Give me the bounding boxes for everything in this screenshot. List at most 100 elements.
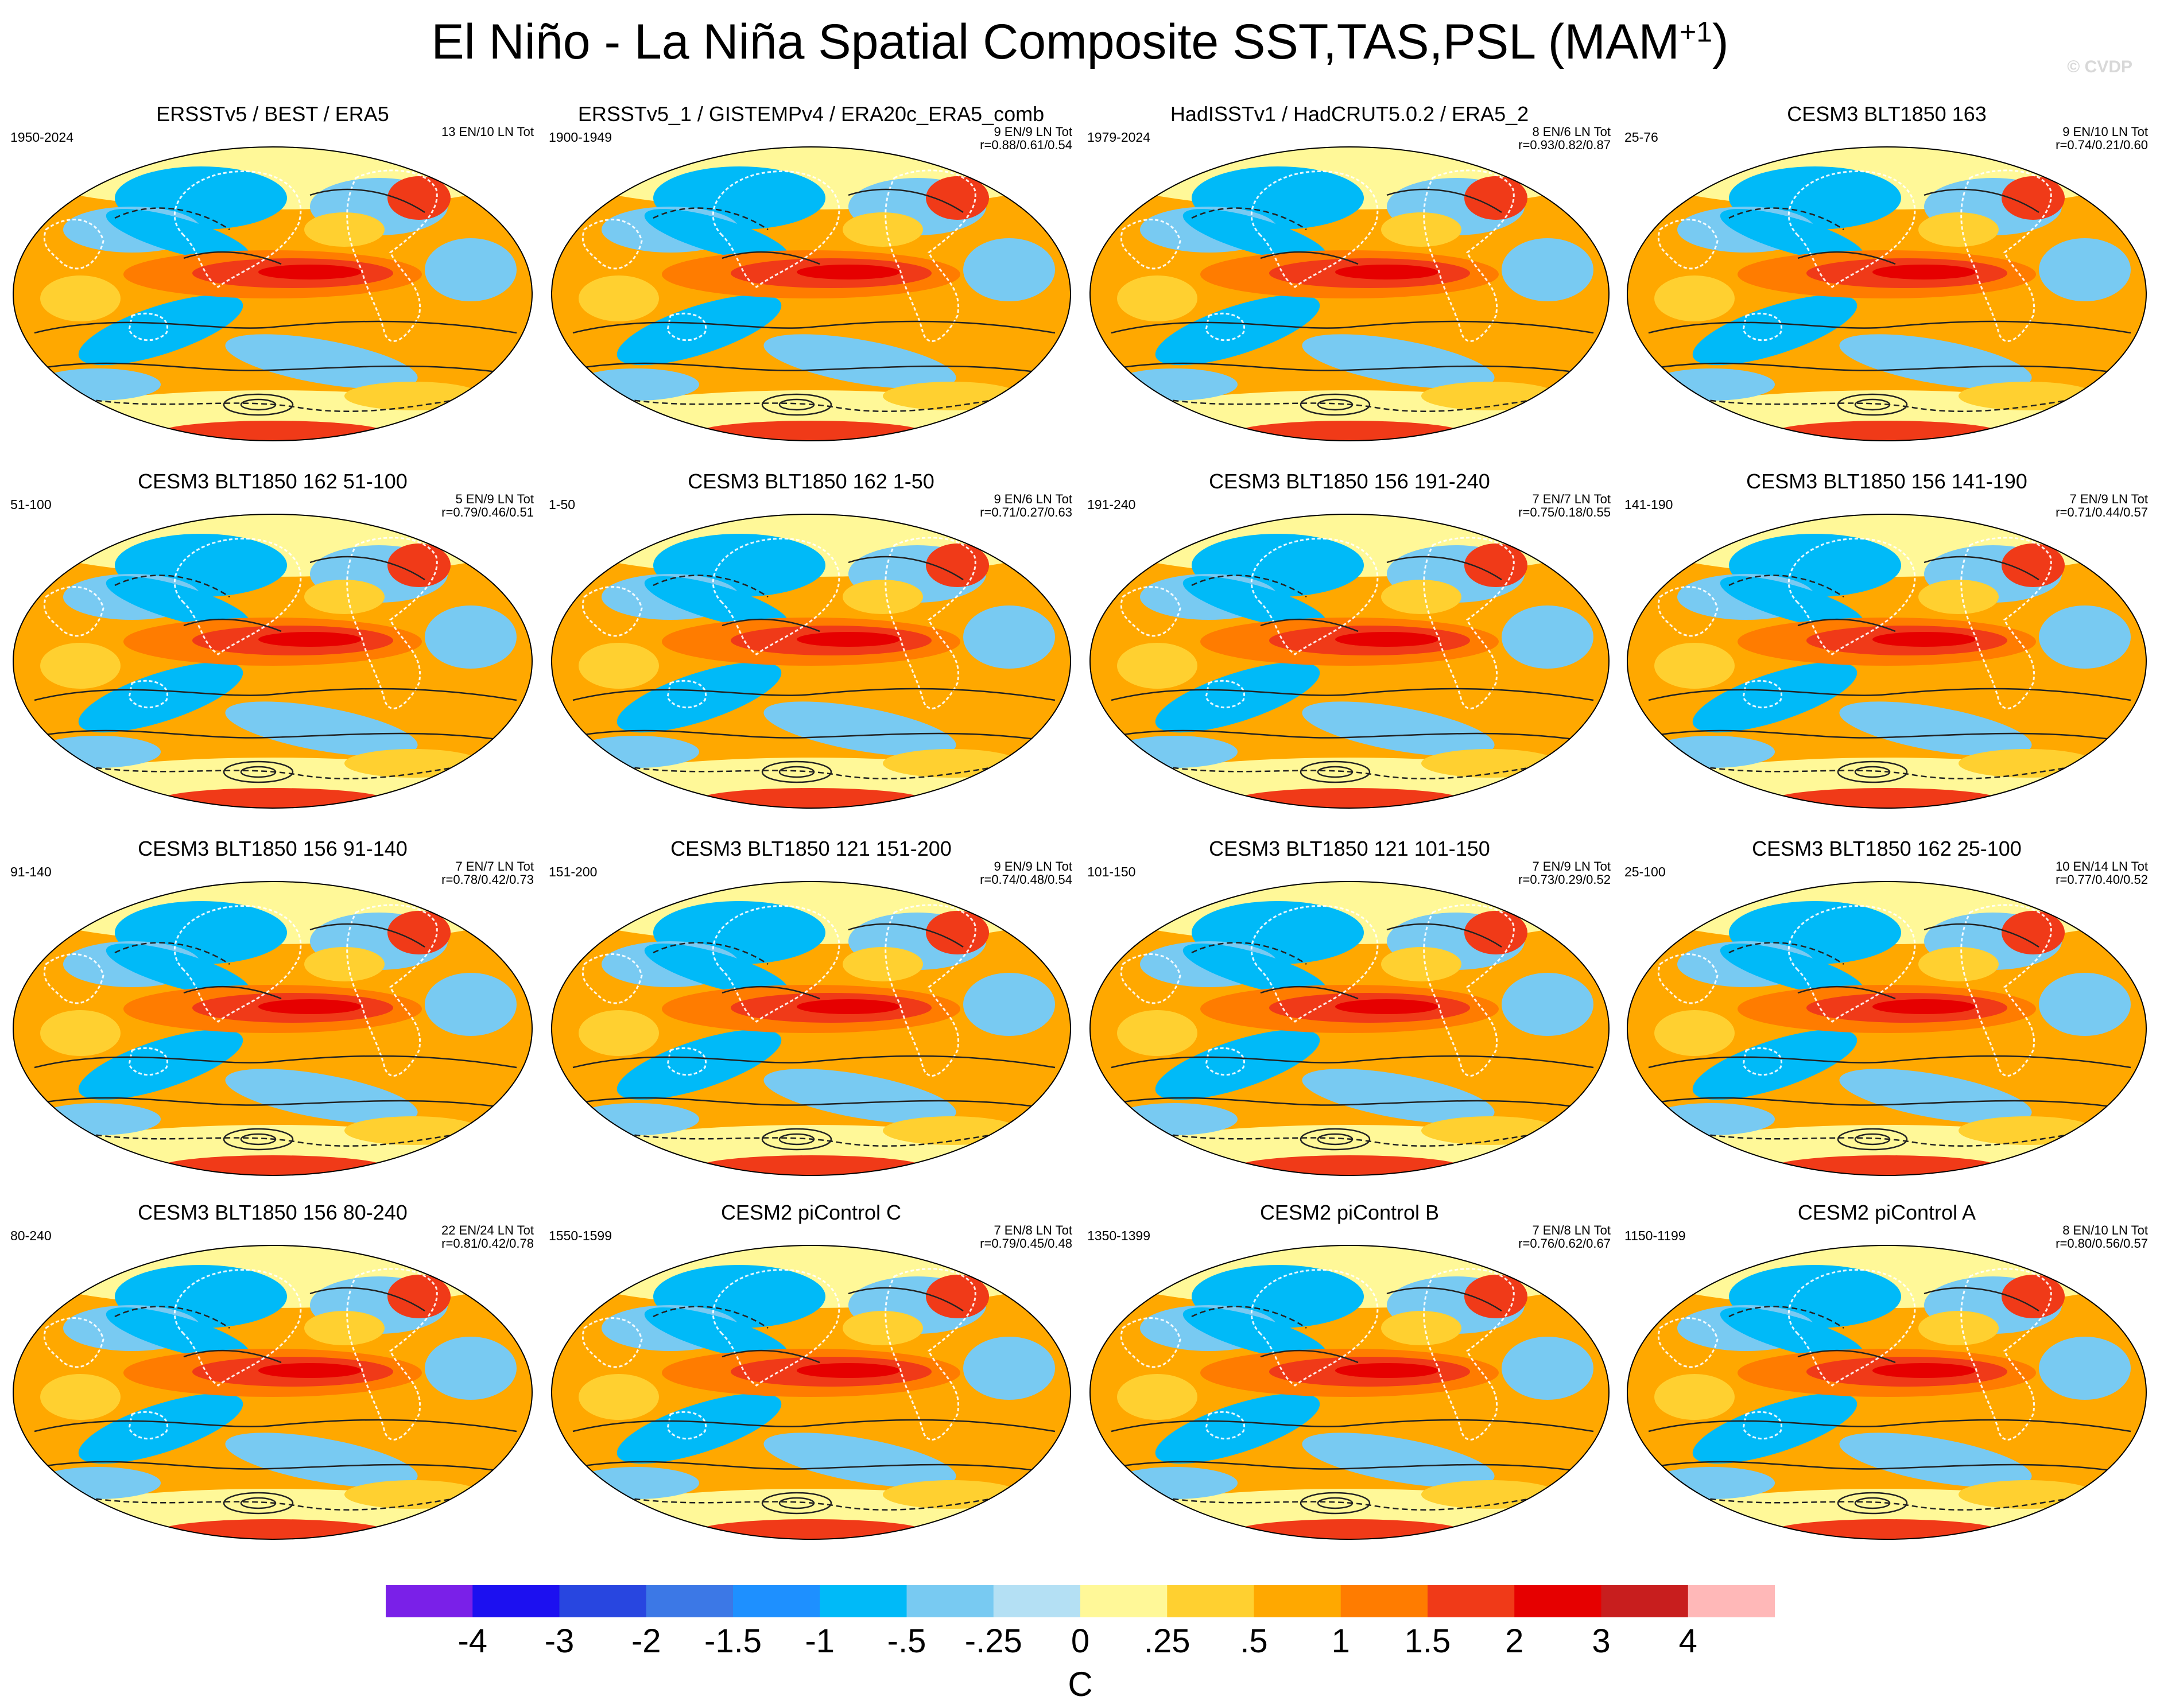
- figure-title: El Niño - La Niña Spatial Composite SST,…: [0, 17, 2160, 67]
- panel-counts-text: 8 EN/10 LN Tot: [2062, 1223, 2148, 1237]
- panel-counts-text: 13 EN/10 LN Tot: [441, 125, 534, 139]
- sst-composite-map: [551, 881, 1071, 1176]
- panel-map-wrapper: [1088, 1242, 1611, 1543]
- panel-event-counts: 7 EN/9 LN Tot r=0.73/0.29/0.52: [1518, 860, 1611, 886]
- panel-years: 1150-1199: [1624, 1228, 1686, 1243]
- panel-title: CESM3 BLT1850 162 25-100: [1752, 837, 2022, 860]
- panel-title: CESM3 BLT1850 156 191-240: [1209, 469, 1490, 493]
- sst-composite-map: [13, 1245, 533, 1540]
- colorbar-segment: [906, 1585, 994, 1617]
- sst-composite-map: [551, 514, 1071, 809]
- sst-composite-map: [1089, 1245, 1610, 1540]
- colorbar-tick-label: 4: [1678, 1622, 1697, 1660]
- colorbar-segment: [1601, 1585, 1689, 1617]
- sst-composite-map: [551, 1245, 1071, 1540]
- panel-correlation-text: r=0.79/0.46/0.51: [441, 505, 534, 520]
- panel-counts-text: 7 EN/8 LN Tot: [994, 1223, 1072, 1237]
- map-panel: CESM3 BLT1850 162 25-100 25-100 10 EN/14 L…: [1620, 837, 2154, 1193]
- colorbar-tick-label: 1: [1331, 1622, 1350, 1660]
- panel-title: CESM3 BLT1850 156 91-140: [138, 837, 408, 860]
- panel-title: CESM2 piControl C: [720, 1201, 902, 1224]
- panel-map-wrapper: [1088, 511, 1611, 812]
- panel-title: CESM3 BLT1850 121 151-200: [670, 837, 952, 860]
- colorbar-tick-label: 0: [1071, 1622, 1090, 1660]
- panel-counts-text: 7 EN/7 LN Tot: [1532, 492, 1611, 506]
- colorbar-segment: [1254, 1585, 1341, 1617]
- figure-title-text: El Niño - La Niña Spatial Composite SST,…: [431, 14, 1680, 69]
- colorbar-segment: [1340, 1585, 1428, 1617]
- colorbar-segment: [472, 1585, 560, 1617]
- panel-correlation-text: r=0.71/0.27/0.63: [980, 505, 1072, 520]
- colorbar-tick-label: 2: [1505, 1622, 1524, 1660]
- panel-correlation-text: r=0.73/0.29/0.52: [1518, 872, 1611, 887]
- colorbar-tick-label: -1.5: [704, 1622, 762, 1660]
- panel-event-counts: 8 EN/6 LN Tot r=0.93/0.82/0.87: [1518, 125, 1611, 152]
- panel-years: 1950-2024: [10, 130, 73, 145]
- panel-years: 91-140: [10, 864, 52, 879]
- panel-map-wrapper: [11, 143, 534, 445]
- panel-years: 1979-2024: [1087, 130, 1150, 145]
- panel-years: 25-76: [1624, 130, 1658, 145]
- panel-title: CESM2 piControl B: [1259, 1201, 1440, 1224]
- panel-correlation-text: r=0.76/0.62/0.67: [1518, 1236, 1611, 1251]
- colorbar-segment: [1514, 1585, 1601, 1617]
- panel-map-wrapper: [1088, 143, 1611, 445]
- panel-map-wrapper: [550, 1242, 1072, 1543]
- panel-correlation-text: r=0.71/0.44/0.57: [2056, 505, 2148, 520]
- panel-correlation-text: r=0.81/0.42/0.78: [441, 1236, 534, 1251]
- panel-counts-text: 7 EN/7 LN Tot: [455, 859, 534, 874]
- sst-composite-map: [1627, 1245, 2147, 1540]
- panel-title: CESM2 piControl A: [1797, 1201, 1976, 1224]
- colorbar-tick-label: -1: [805, 1622, 835, 1660]
- colorbar-segment: [993, 1585, 1081, 1617]
- map-panel: ERSSTv5 / BEST / ERA5 1950-2024 13 EN/10 L…: [6, 102, 540, 458]
- panel-map-wrapper: [1626, 143, 2148, 445]
- panel-counts-text: 8 EN/6 LN Tot: [1532, 125, 1611, 139]
- panel-years: 25-100: [1624, 864, 1666, 879]
- map-panel: CESM3 BLT1850 162 1-50 1-50 9 EN/6 LN Tot r…: [544, 469, 1078, 825]
- panel-counts-text: 7 EN/9 LN Tot: [2069, 492, 2148, 506]
- panel-correlation-text: r=0.74/0.21/0.60: [2056, 138, 2148, 153]
- panel-title: CESM3 BLT1850 163: [1787, 102, 1987, 126]
- panel-title: HadISSTv1 / HadCRUT5.0.2 / ERA5_2: [1170, 102, 1529, 126]
- colorbar-segment: [1167, 1585, 1254, 1617]
- map-panel: CESM3 BLT1850 121 151-200 151-200 9 EN/9 L…: [544, 837, 1078, 1193]
- colorbar-tick-label: .5: [1240, 1622, 1268, 1660]
- panel-years: 191-240: [1087, 497, 1136, 512]
- map-panel: CESM3 BLT1850 163 25-76 9 EN/10 LN Tot r=0.…: [1620, 102, 2154, 458]
- panel-map-wrapper: [1626, 511, 2148, 812]
- sst-composite-map: [551, 146, 1071, 441]
- figure-title-close: ): [1712, 14, 1729, 69]
- colorbar-tick-label: 1.5: [1404, 1622, 1451, 1660]
- cvdp-watermark: © CVDP: [2067, 57, 2132, 76]
- colorbar-tick-label: -2: [631, 1622, 661, 1660]
- map-panel: HadISSTv1 / HadCRUT5.0.2 / ERA5_2 1979-20…: [1083, 102, 1616, 458]
- panel-map-wrapper: [550, 878, 1072, 1179]
- map-panel: CESM3 BLT1850 156 141-190 141-190 7 EN/9 L…: [1620, 469, 2154, 825]
- panel-event-counts: 7 EN/9 LN Tot r=0.71/0.44/0.57: [2056, 492, 2148, 519]
- colorbar-tick-label: -.25: [964, 1622, 1022, 1660]
- sst-composite-map: [13, 881, 533, 1176]
- map-panel: CESM3 BLT1850 156 191-240 191-240 7 EN/7 L…: [1083, 469, 1616, 825]
- map-panel: CESM3 BLT1850 156 80-240 80-240 22 EN/24 L…: [6, 1201, 540, 1556]
- sst-composite-map: [1089, 881, 1610, 1176]
- figure-title-superscript: +1: [1680, 15, 1713, 48]
- panel-counts-text: 9 EN/6 LN Tot: [994, 492, 1072, 506]
- colorbar-segment: [733, 1585, 820, 1617]
- panel-years: 151-200: [549, 864, 598, 879]
- panel-event-counts: 13 EN/10 LN Tot: [441, 125, 534, 138]
- panel-event-counts: 7 EN/7 LN Tot r=0.75/0.18/0.55: [1518, 492, 1611, 519]
- panel-event-counts: 7 EN/8 LN Tot r=0.79/0.45/0.48: [980, 1224, 1072, 1250]
- sst-composite-map: [13, 514, 533, 809]
- panel-map-wrapper: [550, 143, 1072, 445]
- colorbar-segment: [1428, 1585, 1515, 1617]
- panel-years: 101-150: [1087, 864, 1136, 879]
- colorbar-segment: [1080, 1585, 1168, 1617]
- panel-map-wrapper: [1626, 878, 2148, 1179]
- colorbar-segment: [820, 1585, 907, 1617]
- panel-title: CESM3 BLT1850 162 51-100: [138, 469, 408, 493]
- panel-title: CESM3 BLT1850 162 1-50: [688, 469, 934, 493]
- panel-map-wrapper: [11, 511, 534, 812]
- panel-counts-text: 22 EN/24 LN Tot: [441, 1223, 534, 1237]
- panel-counts-text: 10 EN/14 LN Tot: [2055, 859, 2148, 874]
